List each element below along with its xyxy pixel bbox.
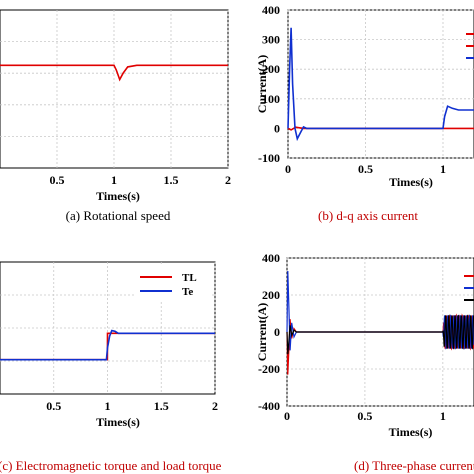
y-tick-label: -200 — [258, 362, 280, 376]
legend-label: Te — [182, 286, 193, 298]
y-tick-label: 100 — [262, 92, 280, 106]
x-tick-label: 1 — [440, 409, 446, 423]
x-tick-label: 0 — [285, 162, 291, 176]
legend-box — [134, 266, 212, 300]
x-tick-label: 1.5 — [154, 399, 169, 413]
y-tick-label: -100 — [258, 151, 280, 165]
plot-frame-1 — [287, 9, 474, 159]
x-tick-label: 0 — [284, 409, 290, 423]
x-tick-label: 2 — [212, 399, 218, 413]
plot-frame-0 — [0, 9, 229, 169]
series-line-0 — [0, 64, 228, 82]
x-tick-label: 1 — [440, 162, 446, 176]
y-tick-label: 400 — [262, 251, 280, 265]
x-axis-label: Times(s) — [96, 189, 140, 203]
panel-caption: (d) Three-phase current — [354, 458, 474, 473]
x-tick-label: 1.5 — [164, 173, 179, 187]
y-tick-label: -400 — [258, 399, 280, 413]
y-tick-label: 200 — [262, 62, 280, 76]
y-tick-label: 0 — [274, 325, 280, 339]
y-tick-label: 300 — [262, 33, 280, 47]
x-tick-label: 0.5 — [357, 409, 372, 423]
phase-line-2 — [286, 314, 474, 355]
x-axis-label: Times(s) — [389, 175, 433, 189]
panel-caption: (c) Electromagnetic torque and load torq… — [0, 458, 222, 473]
panel-caption: (a) Rotational speed — [66, 208, 171, 223]
series-line-1 — [0, 329, 215, 361]
y-axis-label: Current(A) — [255, 55, 269, 113]
x-tick-label: 0.5 — [358, 162, 373, 176]
y-axis-label: Current(A) — [255, 303, 269, 361]
phase-line-0 — [286, 313, 474, 375]
x-tick-label: 1 — [105, 399, 111, 413]
y-tick-label: 200 — [262, 288, 280, 302]
x-tick-label: 0.5 — [46, 399, 61, 413]
y-tick-label: 0 — [274, 121, 280, 135]
series-line-1 — [287, 27, 474, 142]
panel-caption: (b) d-q axis current — [318, 208, 418, 223]
x-tick-label: 2 — [225, 173, 231, 187]
x-axis-label: Times(s) — [96, 415, 140, 429]
x-tick-label: 0.5 — [50, 173, 65, 187]
legend-label: TL — [182, 272, 197, 284]
x-tick-label: 1 — [111, 173, 117, 187]
y-tick-label: 400 — [262, 3, 280, 17]
x-axis-label: Times(s) — [389, 425, 433, 439]
